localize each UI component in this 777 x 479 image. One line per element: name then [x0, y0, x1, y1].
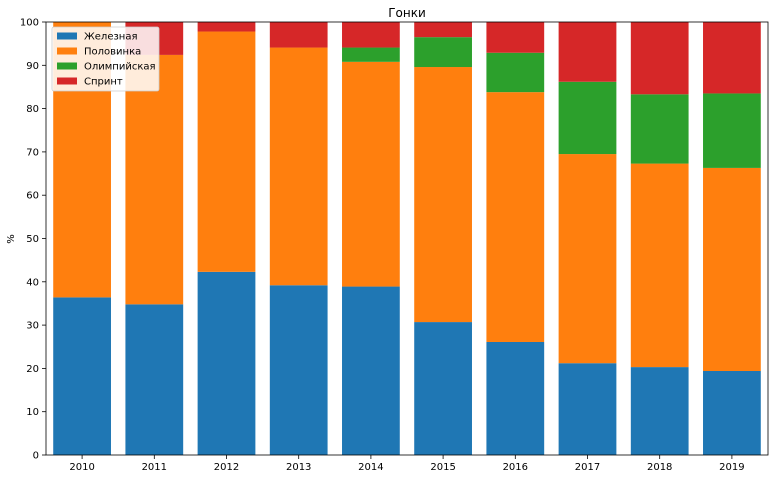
- bar-2018-series-2: [630, 94, 689, 164]
- bar-2017-series-2: [558, 81, 617, 155]
- x-tick-label-2010: 2010: [69, 462, 94, 473]
- bar-2015-series-2: [414, 37, 472, 68]
- y-tick-label-50: 50: [26, 234, 39, 245]
- y-tick-label-70: 70: [26, 147, 39, 158]
- legend-label-0: Железная: [84, 32, 137, 43]
- y-tick-label-40: 40: [26, 277, 39, 288]
- legend-swatch-3: [57, 77, 77, 85]
- bar-2019-series-0: [703, 371, 761, 455]
- x-tick-label-2015: 2015: [430, 462, 455, 473]
- bar-2013-series-3: [269, 22, 328, 48]
- bar-2013-series-1: [269, 47, 328, 286]
- bar-2018-series-1: [630, 163, 689, 368]
- y-tick-label-20: 20: [26, 364, 39, 375]
- bar-2012-series-3: [197, 22, 256, 32]
- bar-2015-series-3: [414, 22, 472, 38]
- legend-label-2: Олимпийская: [84, 62, 156, 73]
- x-tick-label-2011: 2011: [142, 462, 167, 473]
- axes-group: 0 10 20 30 40 50 60 70 80 90 100 2010 2011 2012 2013 20…: [20, 18, 769, 473]
- x-tick-label-2018: 2018: [647, 462, 672, 473]
- x-tick-label-2012: 2012: [214, 462, 239, 473]
- bar-2014-series-0: [342, 286, 400, 455]
- legend-label-1: Половинка: [84, 47, 141, 58]
- legend-swatch-1: [57, 47, 77, 55]
- bar-2015-series-1: [414, 67, 472, 323]
- bar-2016-series-1: [486, 92, 545, 342]
- bar-2013-series-0: [269, 285, 328, 455]
- legend-swatch-2: [57, 62, 77, 70]
- y-tick-label-0: 0: [33, 451, 39, 462]
- x-tick-label-2016: 2016: [503, 462, 528, 473]
- x-tick-label-2014: 2014: [358, 462, 383, 473]
- bar-2014-series-1: [342, 61, 400, 287]
- bar-2017-series-1: [558, 154, 617, 364]
- bar-2016-series-2: [486, 52, 545, 93]
- y-tick-label-60: 60: [26, 191, 39, 202]
- bar-2012-series-0: [197, 271, 256, 455]
- bar-2012-series-1: [197, 31, 256, 272]
- bar-2018-series-0: [630, 367, 689, 455]
- bar-2014-series-3: [342, 22, 400, 48]
- legend-label-3: Спринт: [84, 77, 123, 88]
- y-tick-label-90: 90: [26, 61, 39, 72]
- chart-title: Гонки: [388, 6, 426, 20]
- y-tick-label-10: 10: [26, 407, 39, 418]
- bar-2019-series-1: [703, 167, 761, 371]
- legend-box: [51, 26, 160, 92]
- y-tick-label-100: 100: [20, 18, 39, 29]
- legend: Железная Половинка Олимпийская Спринт: [51, 26, 160, 92]
- bar-2010-series-0: [53, 297, 111, 455]
- bar-2016-series-0: [486, 341, 545, 455]
- bar-2019-series-3: [703, 22, 761, 94]
- bar-2016-series-3: [486, 22, 545, 53]
- bar-2019-series-2: [703, 93, 761, 168]
- bar-2018-series-3: [630, 22, 689, 95]
- y-tick-label-30: 30: [26, 321, 39, 332]
- bar-2011-series-1: [125, 54, 184, 305]
- x-tick-label-2019: 2019: [719, 462, 744, 473]
- legend-swatch-0: [57, 32, 77, 40]
- y-axis-label: %: [6, 234, 17, 244]
- y-tick-label-80: 80: [26, 104, 39, 115]
- bar-2014-series-2: [342, 47, 400, 62]
- bar-2017-series-0: [558, 363, 617, 455]
- bar-2011-series-0: [125, 304, 184, 455]
- x-tick-label-2013: 2013: [286, 462, 311, 473]
- bar-2015-series-0: [414, 322, 472, 455]
- x-tick-label-2017: 2017: [575, 462, 600, 473]
- bar-2017-series-3: [558, 22, 617, 82]
